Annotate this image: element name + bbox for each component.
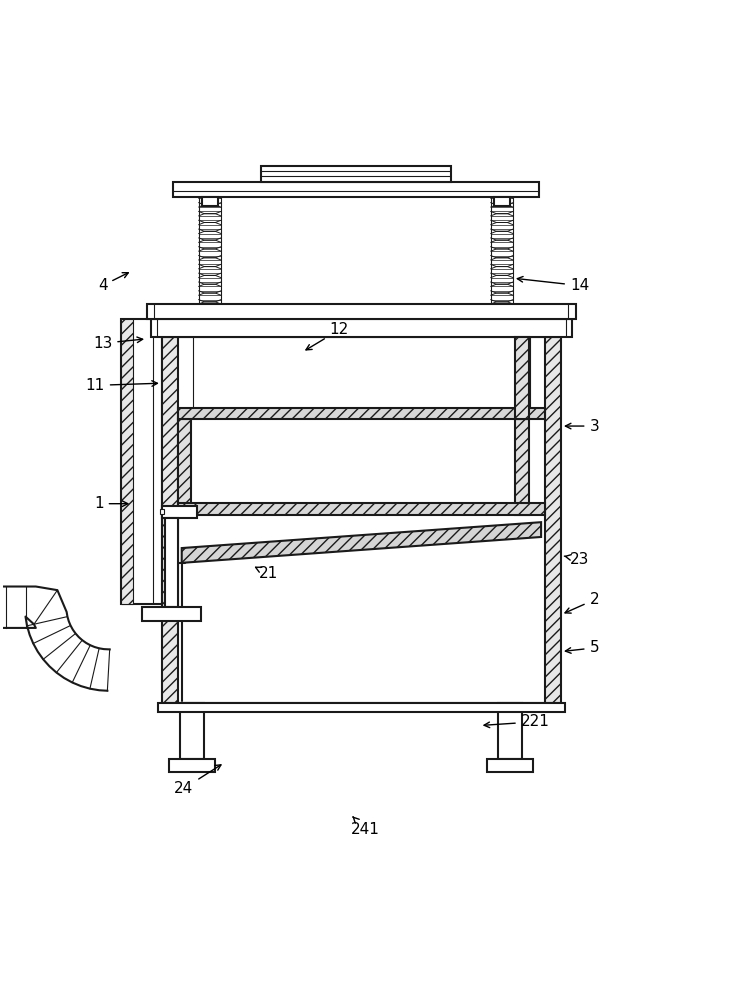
Bar: [178, 503, 545, 515]
Text: 221: 221: [484, 714, 550, 729]
Bar: [516, 337, 528, 419]
Bar: [150, 319, 572, 337]
Text: 4: 4: [98, 273, 128, 293]
Text: 11: 11: [86, 378, 157, 393]
Bar: [178, 408, 545, 419]
Text: 13: 13: [93, 336, 142, 351]
Bar: [169, 759, 215, 772]
Text: 23: 23: [564, 552, 589, 567]
Bar: [202, 197, 218, 206]
Bar: [162, 337, 178, 703]
Text: 3: 3: [565, 419, 599, 434]
Text: 24: 24: [174, 765, 221, 796]
Text: 21: 21: [256, 566, 279, 581]
Bar: [545, 337, 561, 703]
Bar: [147, 304, 576, 319]
Text: 241: 241: [351, 817, 379, 837]
Bar: [261, 166, 451, 182]
Text: 14: 14: [517, 276, 589, 293]
Bar: [178, 419, 191, 515]
Bar: [142, 607, 201, 621]
Bar: [173, 182, 539, 197]
Bar: [165, 518, 178, 607]
Bar: [121, 319, 162, 604]
Bar: [159, 509, 164, 514]
Text: 12: 12: [306, 322, 349, 350]
Polygon shape: [0, 587, 110, 691]
Bar: [121, 319, 133, 604]
Bar: [158, 703, 565, 712]
Bar: [162, 506, 197, 518]
Text: 2: 2: [565, 592, 599, 613]
Bar: [498, 703, 522, 759]
Polygon shape: [182, 522, 541, 563]
Bar: [494, 197, 510, 206]
Bar: [487, 759, 533, 772]
Bar: [180, 703, 204, 759]
Text: 5: 5: [565, 640, 599, 655]
Bar: [516, 419, 528, 515]
Text: 1: 1: [94, 496, 128, 511]
